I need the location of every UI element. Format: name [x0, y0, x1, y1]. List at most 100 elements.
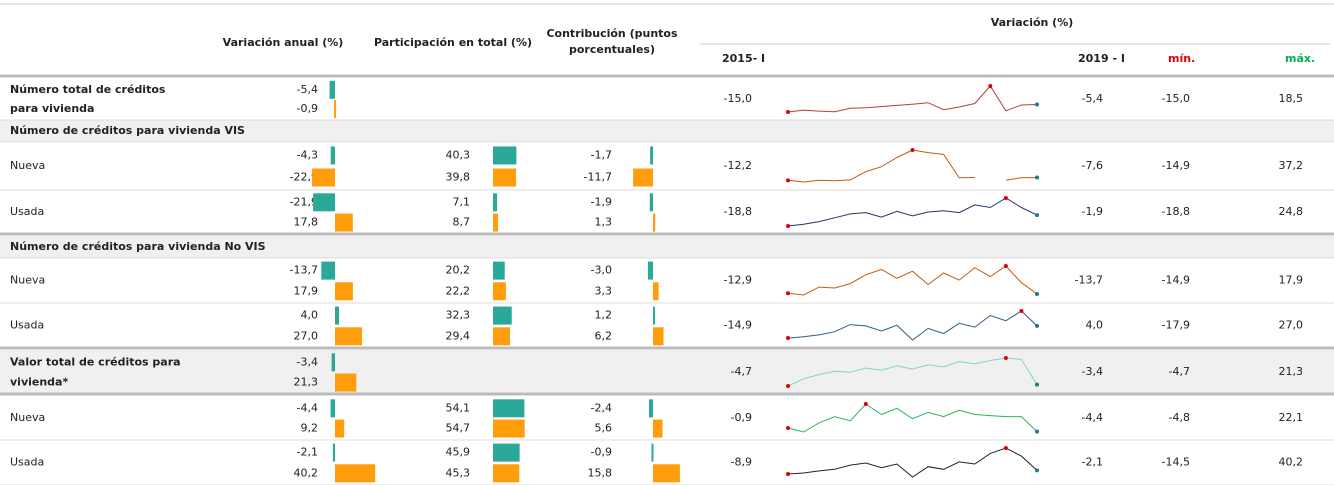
- start-value: -0,9: [731, 411, 752, 424]
- sparkline: [787, 310, 1038, 341]
- min-value: -14,5: [1162, 456, 1190, 469]
- share-value: 8,7: [453, 216, 471, 229]
- row-label: Nueva: [10, 274, 45, 287]
- share-bar: [493, 261, 505, 280]
- share-bar: [493, 464, 520, 483]
- start-value: -12,9: [724, 274, 752, 287]
- annual-value: 4,0: [301, 309, 319, 322]
- contribution-value: -3,0: [591, 264, 612, 277]
- share-value: 40,3: [446, 148, 471, 161]
- share-value: 20,2: [446, 264, 471, 277]
- annual-value: -21,9: [290, 195, 318, 208]
- contribution-bar: [649, 193, 653, 212]
- annual-value: -3,4: [297, 355, 318, 368]
- contribution-bar: [633, 168, 653, 187]
- sparkline-first: [786, 384, 790, 388]
- row-background: [0, 350, 1334, 394]
- sparkline-last: [1035, 175, 1039, 180]
- contribution-bar: [648, 399, 653, 418]
- sparkline-first: [786, 425, 790, 430]
- contribution-value: -2,4: [591, 401, 612, 414]
- sparkline-first: [786, 291, 790, 296]
- annual-value: -4,3: [297, 148, 318, 161]
- share-bar: [493, 306, 512, 325]
- share-bar: [493, 146, 517, 165]
- end-value: 4,0: [1086, 319, 1104, 332]
- annual-bar: [331, 353, 335, 372]
- share-value: 29,4: [446, 329, 471, 342]
- header-annual: Variación anual (%): [223, 36, 344, 49]
- annual-bar: [335, 327, 362, 346]
- annual-value: -22,9: [290, 171, 318, 184]
- annual-bar: [330, 146, 335, 165]
- row-background: [0, 236, 1334, 258]
- header-max: máx.: [1285, 52, 1315, 65]
- sparkline-high: [988, 84, 993, 88]
- min-value: -14,9: [1162, 159, 1190, 172]
- row-background: [0, 120, 1334, 142]
- sparkline-first: [786, 110, 790, 114]
- annual-bar: [321, 261, 335, 280]
- contribution-bar: [653, 213, 656, 232]
- sparkline-high: [1003, 264, 1008, 268]
- share-value: 54,1: [446, 401, 471, 414]
- sparkline-last: [1035, 468, 1039, 473]
- row-label: Número total de créditos: [10, 83, 166, 96]
- share-value: 32,3: [446, 309, 471, 322]
- annual-bar: [312, 168, 335, 187]
- row-label: Número de créditos para vivienda VIS: [10, 124, 245, 137]
- annual-value: 17,8: [294, 216, 319, 229]
- annual-bar: [334, 100, 337, 119]
- share-bar: [493, 327, 511, 346]
- contribution-bar: [653, 327, 664, 346]
- header-contribution: Contribución (puntos: [546, 27, 678, 40]
- end-value: -3,4: [1082, 365, 1103, 378]
- sparkline-last: [1035, 213, 1039, 218]
- annual-bar: [335, 464, 376, 483]
- max-value: 24,8: [1279, 205, 1304, 218]
- start-value: -18,8: [724, 205, 752, 218]
- annual-value: 27,0: [294, 329, 319, 342]
- share-value: 39,8: [446, 171, 471, 184]
- contribution-bar: [653, 282, 659, 301]
- annual-value: -2,1: [297, 446, 318, 459]
- min-value: -15,0: [1162, 92, 1190, 105]
- sparkline-last: [1035, 291, 1039, 296]
- end-value: -7,6: [1082, 159, 1103, 172]
- row-label: Usada: [10, 205, 44, 218]
- min-value: -18,8: [1162, 205, 1190, 218]
- start-value: -15,0: [724, 92, 752, 105]
- end-value: -13,7: [1075, 274, 1103, 287]
- max-value: 22,1: [1279, 411, 1304, 424]
- row-label: Usada: [10, 456, 44, 469]
- contribution-bar: [653, 464, 680, 483]
- annual-bar: [332, 443, 335, 462]
- annual-bar: [335, 282, 353, 301]
- sparkline-high: [1003, 356, 1008, 360]
- start-value: -4,7: [731, 365, 752, 378]
- row-label: Valor total de créditos para: [10, 355, 181, 368]
- min-value: -4,8: [1169, 411, 1190, 424]
- row-label: para vivienda: [10, 102, 94, 115]
- sparkline-last: [1035, 429, 1039, 434]
- max-value: 18,5: [1279, 92, 1304, 105]
- contribution-value: 3,3: [595, 284, 613, 297]
- annual-value: -13,7: [290, 264, 318, 277]
- contribution-value: 5,6: [595, 422, 613, 435]
- contribution-value: -1,7: [591, 148, 612, 161]
- row-label: Número de créditos para vivienda No VIS: [10, 240, 266, 253]
- end-value: -2,1: [1082, 456, 1103, 469]
- start-value: -14,9: [724, 319, 752, 332]
- sparkline-first: [786, 224, 790, 228]
- max-value: 21,3: [1279, 365, 1304, 378]
- contribution-value: 1,2: [595, 309, 613, 322]
- annual-bar: [335, 306, 339, 325]
- sparkline-high: [1003, 446, 1008, 450]
- share-bar: [493, 419, 525, 438]
- share-bar: [493, 443, 520, 462]
- sparkline-high: [910, 148, 915, 152]
- header-contribution: porcentuales): [569, 43, 655, 56]
- sparkline: [787, 403, 1038, 433]
- share-value: 54,7: [446, 422, 471, 435]
